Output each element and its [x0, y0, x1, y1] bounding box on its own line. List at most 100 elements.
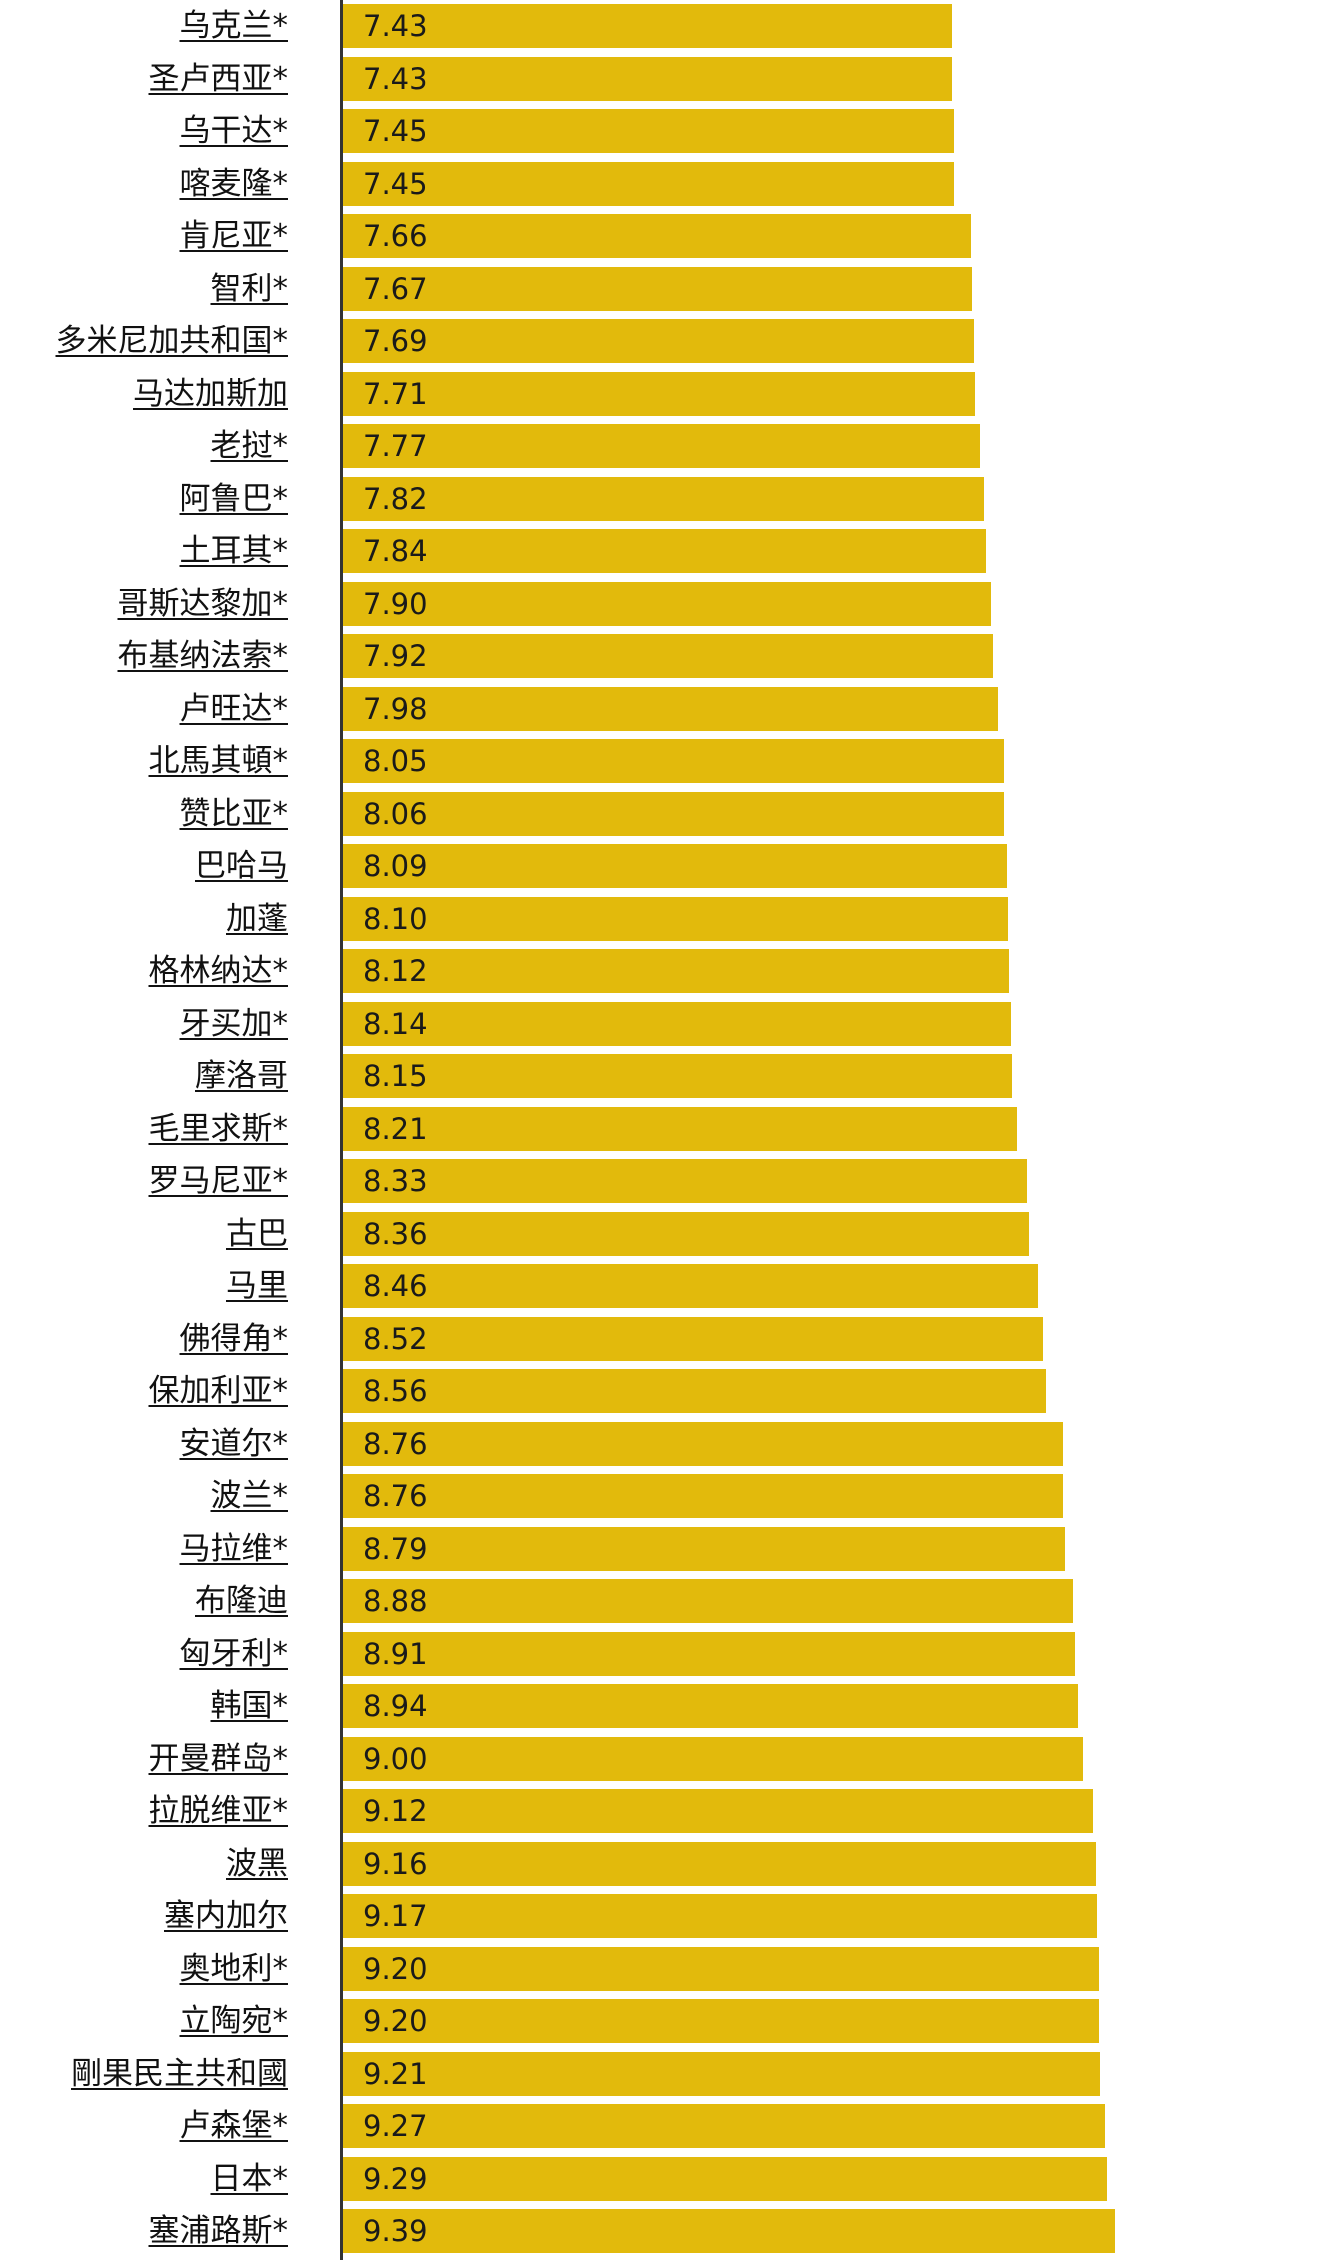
bar-value-label: 7.90 — [363, 586, 428, 621]
bar-value-label: 8.10 — [363, 901, 428, 936]
category-label-link[interactable]: 哥斯达黎加* — [117, 585, 289, 622]
bar-value-label: 7.77 — [363, 429, 428, 463]
category-label-link[interactable]: 安道尔* — [179, 1425, 289, 1462]
category-label-link[interactable]: 牙买加* — [179, 1005, 289, 1042]
bar-row: 毛里求斯* 8.21 — [0, 1103, 1318, 1156]
bar-value-label: 7.43 — [363, 61, 428, 96]
category-label-link[interactable]: 多米尼加共和国* — [55, 323, 289, 359]
bar-row: 赞比亚* 8.06 — [0, 788, 1318, 841]
bar-row: 立陶宛* 9.20 — [0, 1995, 1318, 2048]
bar-value-label: 8.46 — [363, 1269, 428, 1303]
category-label-link[interactable]: 肯尼亚* — [179, 218, 289, 254]
bar-row: 波兰* 8.76 — [0, 1470, 1318, 1523]
category-label-link[interactable]: 古巴 — [226, 1215, 288, 1252]
bar-row: 卢森堡* 9.27 — [0, 2100, 1318, 2153]
category-label-link[interactable]: 赞比亚* — [179, 795, 289, 832]
y-axis-line — [340, 0, 343, 2260]
bar-value-label: 8.12 — [363, 954, 428, 988]
bar — [343, 1264, 1038, 1308]
category-label-link[interactable]: 圣卢西亚* — [148, 60, 289, 97]
category-label-link[interactable]: 卢森堡* — [179, 2108, 289, 2144]
bar-value-label: 7.82 — [363, 481, 428, 516]
category-label-link[interactable]: 巴哈马 — [195, 848, 288, 884]
bar-row: 阿鲁巴* 7.82 — [0, 473, 1318, 526]
bar — [343, 2156, 1107, 2201]
bar-value-label: 8.06 — [363, 796, 428, 831]
category-label-link[interactable]: 立陶宛* — [179, 2003, 289, 2039]
bar-row: 日本* 9.29 — [0, 2153, 1318, 2206]
bar-value-label: 9.39 — [363, 2214, 428, 2248]
category-label-link[interactable]: 开曼群岛* — [148, 1740, 289, 1777]
bar-value-label: 8.52 — [363, 1321, 428, 1356]
category-label-link[interactable]: 喀麦隆* — [179, 165, 289, 202]
category-label-link[interactable]: 毛里求斯* — [148, 1110, 289, 1147]
bar-value-label: 7.67 — [363, 271, 428, 306]
bar — [343, 1159, 1027, 1203]
category-label-link[interactable]: 马达加斯加 — [133, 375, 288, 412]
category-label-link[interactable]: 乌克兰* — [179, 8, 289, 44]
bar-value-label: 9.00 — [363, 1741, 428, 1776]
bar-value-label: 7.92 — [363, 639, 428, 673]
category-label-link[interactable]: 日本* — [210, 2160, 289, 2197]
category-label-link[interactable]: 波兰* — [210, 1478, 289, 1514]
bar — [343, 1211, 1030, 1256]
category-label-link[interactable]: 布基纳法索* — [117, 638, 289, 674]
bar-row: 喀麦隆* 7.45 — [0, 158, 1318, 211]
category-label-link[interactable]: 保加利亚* — [148, 1373, 289, 1409]
bar-row: 匈牙利* 8.91 — [0, 1628, 1318, 1681]
bar-row: 布基纳法索* 7.92 — [0, 630, 1318, 683]
category-label-link[interactable]: 马里 — [226, 1268, 288, 1304]
bar-value-label: 7.66 — [363, 219, 428, 253]
category-label-link[interactable]: 乌干达* — [179, 113, 289, 149]
bar-value-label: 8.15 — [363, 1059, 428, 1093]
category-label-link[interactable]: 阿鲁巴* — [179, 480, 289, 517]
category-label-link[interactable]: 卢旺达* — [179, 690, 289, 727]
bar-value-label: 7.45 — [363, 114, 428, 148]
bar-row: 古巴 8.36 — [0, 1208, 1318, 1261]
bar — [343, 476, 985, 521]
category-label-link[interactable]: 波黑 — [226, 1845, 288, 1882]
bar — [343, 1316, 1043, 1361]
bar-row: 卢旺达* 7.98 — [0, 683, 1318, 736]
bar — [343, 1421, 1063, 1466]
category-label-link[interactable]: 剛果民主共和國 — [71, 2055, 288, 2092]
category-label-link[interactable]: 土耳其* — [179, 533, 289, 569]
bar-row: 塞内加尔 9.17 — [0, 1890, 1318, 1943]
category-label-link[interactable]: 布隆迪 — [195, 1583, 288, 1619]
category-label-link[interactable]: 奥地利* — [179, 1950, 289, 1987]
bar-row: 多米尼加共和国* 7.69 — [0, 315, 1318, 368]
bar — [343, 1894, 1097, 1938]
category-label-link[interactable]: 匈牙利* — [179, 1635, 289, 1672]
bar — [343, 424, 981, 468]
bar — [343, 529, 987, 573]
bar-row: 格林纳达* 8.12 — [0, 945, 1318, 998]
bar — [343, 791, 1005, 836]
bar — [343, 2104, 1106, 2148]
category-label-link[interactable]: 老挝* — [210, 428, 289, 464]
bar — [343, 56, 952, 101]
bar — [343, 1526, 1066, 1571]
category-label-link[interactable]: 罗马尼亚* — [148, 1163, 289, 1199]
category-label-link[interactable]: 马拉维* — [179, 1530, 289, 1567]
bar-value-label: 8.14 — [363, 1006, 428, 1041]
bar-row: 牙买加* 8.14 — [0, 998, 1318, 1051]
bar-row: 马达加斯加 7.71 — [0, 368, 1318, 421]
bar-value-label: 8.21 — [363, 1111, 428, 1146]
bar-value-label: 8.05 — [363, 744, 428, 778]
category-label-link[interactable]: 塞浦路斯* — [148, 2213, 289, 2249]
bar-row: 安道尔* 8.76 — [0, 1418, 1318, 1471]
category-label-link[interactable]: 加蓬 — [226, 900, 288, 937]
bar-value-label: 8.79 — [363, 1531, 428, 1566]
category-label-link[interactable]: 摩洛哥 — [195, 1058, 288, 1094]
bar — [343, 1054, 1012, 1098]
bar-row: 剛果民主共和國 9.21 — [0, 2048, 1318, 2101]
category-label-link[interactable]: 塞内加尔 — [164, 1898, 288, 1934]
category-label-link[interactable]: 佛得角* — [179, 1320, 289, 1357]
category-label-link[interactable]: 格林纳达* — [148, 953, 289, 989]
category-label-link[interactable]: 拉脱维亚* — [148, 1793, 289, 1829]
bar — [343, 214, 972, 258]
category-label-link[interactable]: 韩国* — [210, 1688, 289, 1724]
bar-row: 马拉维* 8.79 — [0, 1523, 1318, 1576]
category-label-link[interactable]: 智利* — [210, 270, 289, 307]
category-label-link[interactable]: 北馬其頓* — [148, 743, 289, 779]
